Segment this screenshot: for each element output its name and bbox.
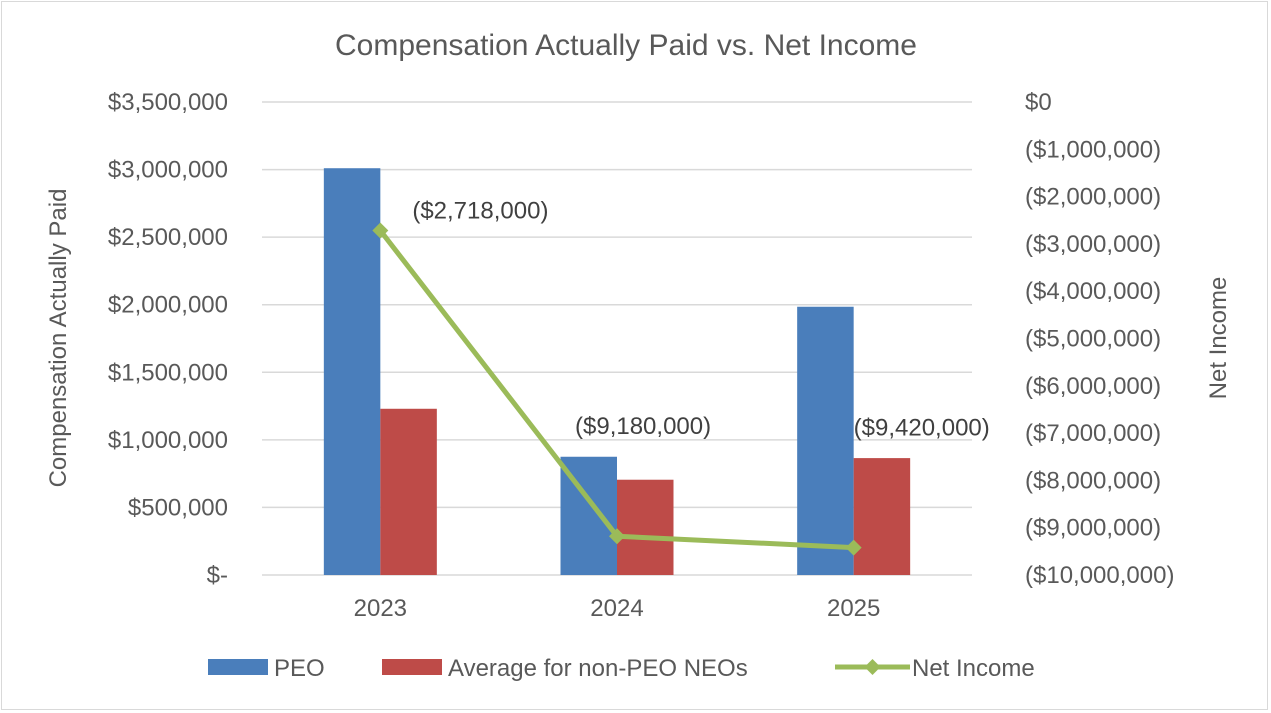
- net-income-marker-2023: [372, 222, 389, 239]
- peo-bar-2025: [797, 306, 854, 575]
- right-tick-label: ($3,000,000): [1025, 231, 1161, 258]
- right-tick-label: ($6,000,000): [1025, 373, 1161, 400]
- left-tick-label: $2,500,000: [108, 224, 228, 251]
- non-peo-neo-bar-2024: [617, 479, 674, 575]
- net-income-marker-2024: [609, 528, 625, 545]
- net-income-data-label: ($9,180,000): [575, 413, 711, 440]
- right-axis-title: Net Income: [1205, 277, 1232, 400]
- left-tick-label: $3,000,000: [108, 157, 228, 184]
- net-income-line: ($2,718,000) ($9,180,000) ($9,420,000): [372, 198, 990, 556]
- right-tick-label: ($4,000,000): [1025, 278, 1161, 305]
- x-tick-label: 2024: [590, 595, 643, 622]
- right-axis-ticks: ($10,000,000) ($9,000,000) ($8,000,000) ($7…: [1025, 89, 1174, 589]
- left-tick-label: $3,500,000: [108, 89, 228, 116]
- non-peo-neo-bar-2023: [380, 408, 437, 575]
- bars: [323, 168, 911, 575]
- left-tick-label: $2,000,000: [108, 292, 228, 319]
- x-tick-label: 2025: [827, 595, 880, 622]
- legend-non-peo-neos-swatch: [382, 659, 442, 675]
- left-tick-label: $500,000: [128, 494, 228, 521]
- net-income-data-label: ($2,718,000): [412, 198, 548, 225]
- legend: PEO Average for non-PEO NEOs Net Income: [208, 655, 1035, 682]
- left-tick-label: $1,000,000: [108, 427, 228, 454]
- legend-net-income-label: Net Income: [912, 655, 1035, 682]
- right-tick-label: ($5,000,000): [1025, 326, 1161, 353]
- legend-non-peo-neos-label: Average for non-PEO NEOs: [448, 655, 748, 682]
- legend-peo-swatch: [208, 659, 268, 675]
- right-tick-label: ($2,000,000): [1025, 184, 1161, 211]
- legend-net-income-marker: [864, 659, 881, 675]
- right-tick-label: ($8,000,000): [1025, 467, 1161, 494]
- right-tick-label: ($1,000,000): [1025, 136, 1161, 163]
- chart-title: Compensation Actually Paid vs. Net Incom…: [335, 29, 917, 62]
- left-tick-label: $-: [207, 562, 228, 589]
- right-tick-label: ($9,000,000): [1025, 515, 1161, 542]
- x-tick-label: 2023: [354, 595, 407, 622]
- right-tick-label: ($7,000,000): [1025, 420, 1161, 447]
- non-peo-neo-bar-2025: [853, 458, 911, 575]
- left-tick-label: $1,500,000: [108, 359, 228, 386]
- left-axis-title: Compensation Actually Paid: [45, 189, 72, 488]
- net-income-marker-2025: [845, 539, 862, 556]
- right-tick-label: $0: [1025, 89, 1052, 116]
- left-axis-ticks: $- $500,000 $1,000,000 $1,500,000 $2,000,000…: [108, 89, 228, 589]
- peo-bar-2023: [323, 168, 381, 575]
- x-axis-ticks: 2023 2024 2025: [354, 595, 881, 622]
- legend-peo-label: PEO: [274, 655, 325, 682]
- right-tick-label: ($10,000,000): [1025, 562, 1174, 589]
- net-income-data-label: ($9,420,000): [854, 415, 990, 442]
